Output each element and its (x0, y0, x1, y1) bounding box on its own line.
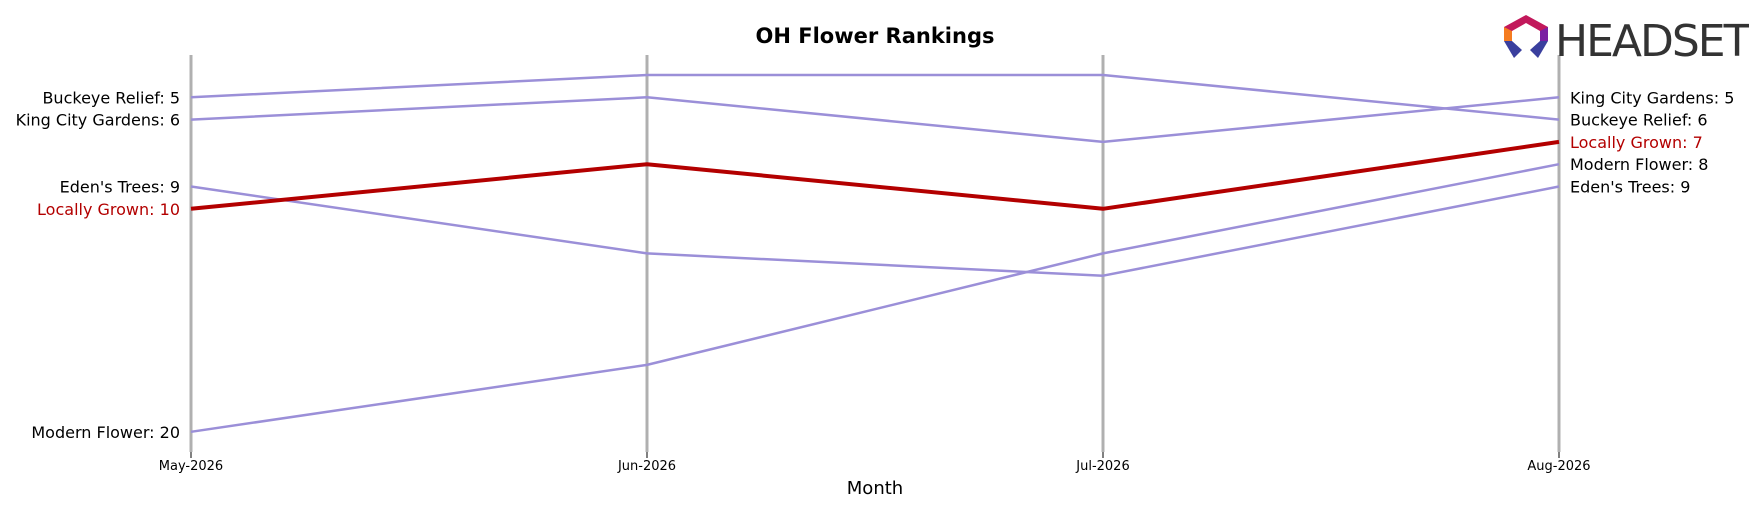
headset-logo-mark (1504, 15, 1548, 58)
series-lines (190, 73, 1560, 434)
headset-logo-text: HEADSET (1555, 16, 1749, 67)
x-tick-label: Aug-2026 (1527, 459, 1590, 474)
x-axis-label: Month (847, 478, 903, 499)
x-tick-label: May-2026 (159, 459, 223, 474)
right-label-modern-flower: Modern Flower: 8 (1570, 155, 1708, 174)
x-tick-label: Jun-2026 (617, 459, 676, 474)
right-label-eden-s-trees: Eden's Trees: 9 (1570, 178, 1690, 197)
left-rank-labels: Buckeye Relief: 5 King City Gardens: 6 Ede… (16, 88, 180, 442)
series-line-eden-s-trees (190, 185, 1560, 277)
series-line-modern-flower (190, 162, 1560, 434)
right-rank-labels: Buckeye Relief: 6 King City Gardens: 5 Ede… (1570, 88, 1734, 196)
series-line-king-city-gardens (190, 96, 1560, 144)
left-label-buckeye-relief: Buckeye Relief: 5 (42, 88, 180, 107)
series-line-buckeye-relief (190, 73, 1560, 121)
x-tick-labels: May-2026 Jun-2026 Jul-2026 Aug-2026 (159, 452, 1591, 474)
headset-logo: HEADSET (1504, 15, 1749, 67)
chart-title: OH Flower Rankings (756, 24, 995, 48)
month-gridlines (189, 55, 1561, 452)
left-label-eden-s-trees: Eden's Trees: 9 (60, 178, 180, 197)
left-label-modern-flower: Modern Flower: 20 (31, 423, 180, 442)
left-label-king-city-gardens: King City Gardens: 6 (16, 111, 180, 130)
right-label-locally-grown: Locally Grown: 7 (1570, 133, 1703, 152)
x-tick-label: Jul-2026 (1075, 459, 1129, 474)
left-label-locally-grown: Locally Grown: 10 (37, 200, 180, 219)
right-label-buckeye-relief: Buckeye Relief: 6 (1570, 111, 1708, 130)
right-label-king-city-gardens: King City Gardens: 5 (1570, 88, 1734, 107)
series-line-locally-grown (190, 139, 1560, 211)
